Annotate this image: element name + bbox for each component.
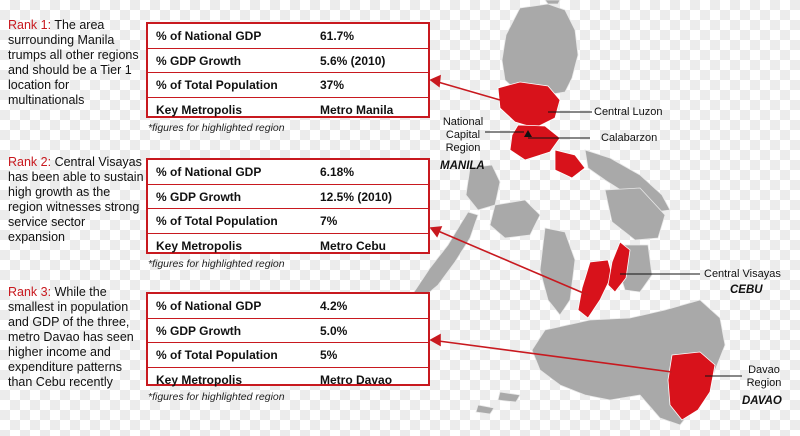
samar-island bbox=[604, 187, 666, 241]
central-visayas-label: Central Visayas bbox=[704, 268, 781, 280]
row-key: Key Metropolis bbox=[156, 238, 243, 253]
row-key: % GDP Growth bbox=[156, 53, 242, 68]
row-value: 5.6% (2010) bbox=[320, 53, 386, 68]
row-value: Metro Cebu bbox=[320, 238, 386, 253]
row-key: % of National GDP bbox=[156, 165, 262, 179]
rank-3-description: Rank 3: While the smallest in population… bbox=[8, 285, 134, 389]
calabarzon-east bbox=[554, 149, 586, 179]
row-value: Metro Davao bbox=[320, 372, 393, 387]
row-key: % GDP Growth bbox=[156, 323, 242, 338]
north-luzon-region bbox=[501, 3, 579, 97]
arrow-rank1 bbox=[430, 79, 501, 101]
rank-3-stats-table: % of National GDP 4.2% % GDP Growth 5.0% %… bbox=[146, 292, 430, 387]
rank-2-stats-table: % of National GDP 6.18% % GDP Growth 12.5%… bbox=[146, 158, 430, 254]
rank-3-text: While the smallest in population and GDP… bbox=[8, 285, 134, 389]
ncr-label: National Capital Region bbox=[442, 116, 484, 154]
row-key: % of Total Population bbox=[156, 78, 278, 92]
row-value: Metro Manila bbox=[320, 102, 394, 117]
row-value: 5.0% bbox=[320, 323, 348, 338]
rank-3-label: Rank 3 bbox=[8, 285, 48, 299]
rank-1-text: The area surrounding Manila trumps all o… bbox=[8, 18, 139, 107]
rank-1-label: Rank 1 bbox=[8, 18, 48, 32]
row-key: Key Metropolis bbox=[156, 102, 243, 117]
row-value: 5% bbox=[320, 348, 338, 362]
central-luzon-label: Central Luzon bbox=[594, 106, 663, 118]
arrow-rank3 bbox=[430, 339, 673, 373]
rank-1-stats-table: % of National GDP 61.7% % GDP Growth 5.6% … bbox=[146, 22, 430, 118]
davao-region bbox=[667, 351, 716, 421]
row-key: % of National GDP bbox=[156, 299, 262, 313]
table-row: % GDP Growth 5.6% (2010) bbox=[148, 47, 428, 73]
panay-island bbox=[489, 199, 541, 239]
row-value: 37% bbox=[320, 78, 345, 92]
row-key: % of Total Population bbox=[156, 348, 278, 362]
sulu-islands bbox=[497, 391, 521, 403]
table-row: % of Total Population 7% bbox=[148, 208, 428, 233]
row-value: 7% bbox=[320, 214, 338, 228]
rank-2-text: Central Visayas has been able to sustain… bbox=[8, 155, 144, 244]
negros-island bbox=[539, 227, 576, 316]
row-value: 6.18% bbox=[320, 165, 355, 179]
rank-1-footnote: *figures for highlighted region bbox=[148, 122, 285, 134]
batanes-islands bbox=[544, 0, 561, 5]
table-row: Key Metropolis Metro Manila bbox=[148, 96, 428, 122]
table-row: Key Metropolis Metro Davao bbox=[148, 366, 428, 392]
manila-city-label: MANILA bbox=[440, 160, 485, 172]
row-value: 12.5% (2010) bbox=[320, 189, 393, 204]
arrow-rank2 bbox=[430, 227, 589, 296]
row-key: % of Total Population bbox=[156, 214, 278, 228]
table-row: % of Total Population 5% bbox=[148, 342, 428, 367]
rank-1-description: Rank 1: The area surrounding Manila trum… bbox=[8, 18, 139, 107]
bicol-region bbox=[584, 149, 671, 213]
table-row: % of National GDP 61.7% bbox=[148, 24, 428, 48]
rank-2-label: Rank 2 bbox=[8, 155, 48, 169]
table-row: % of National GDP 4.2% bbox=[148, 294, 428, 318]
table-row: % of Total Population 37% bbox=[148, 72, 428, 97]
central-visayas-region bbox=[577, 259, 613, 319]
table-row: Key Metropolis Metro Cebu bbox=[148, 232, 428, 258]
row-key: Key Metropolis bbox=[156, 372, 243, 387]
cebu-city-label: CEBU bbox=[730, 284, 763, 296]
cebu-island bbox=[607, 241, 631, 293]
rank-2-footnote: *figures for highlighted region bbox=[148, 258, 285, 270]
row-value: 4.2% bbox=[320, 299, 348, 313]
davao-region-label: Davao Region bbox=[746, 364, 782, 389]
row-key: % GDP Growth bbox=[156, 189, 242, 204]
table-row: % GDP Growth 12.5% (2010) bbox=[148, 183, 428, 209]
row-key: % of National GDP bbox=[156, 29, 262, 43]
rank-3-footnote: *figures for highlighted region bbox=[148, 391, 285, 403]
tawi-islands bbox=[475, 404, 495, 415]
central-luzon-region bbox=[497, 81, 561, 129]
table-row: % GDP Growth 5.0% bbox=[148, 317, 428, 343]
manila-marker-icon bbox=[524, 130, 532, 137]
row-value: 61.7% bbox=[320, 29, 355, 43]
ncr-calabarzon-region bbox=[509, 124, 561, 161]
table-row: % of National GDP 6.18% bbox=[148, 160, 428, 184]
davao-city-label: DAVAO bbox=[742, 395, 782, 407]
rank-2-description: Rank 2: Central Visayas has been able to… bbox=[8, 155, 144, 244]
calabarzon-label: Calabarzon bbox=[601, 132, 658, 144]
